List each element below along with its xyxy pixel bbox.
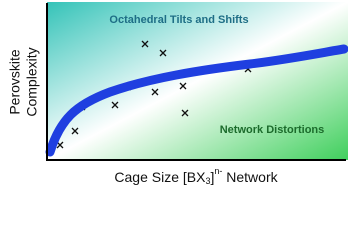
background: [47, 2, 348, 160]
annotation: Octahedral Tilts and Shifts: [109, 14, 248, 26]
y-label-line: Perovskite: [7, 49, 23, 115]
diagram: Octahedral Tilts and Shifts Network Dist…: [7, 2, 348, 186]
annotation: Network Distortions: [220, 124, 325, 136]
trend-curve: [45, 44, 348, 157]
x-label-superscript: n-: [214, 166, 222, 176]
x-label-main: Cage Size [BX: [114, 169, 206, 185]
y-axis-label: Perovskite Complexity: [7, 47, 40, 116]
x-label-close: ]: [210, 169, 214, 185]
x-label-tail: Network: [222, 169, 278, 185]
x-label-subscript: 3: [205, 176, 210, 186]
x-axis-label: Cage Size [BX3]n- Network: [114, 166, 278, 186]
y-label-line: Complexity: [24, 47, 40, 116]
